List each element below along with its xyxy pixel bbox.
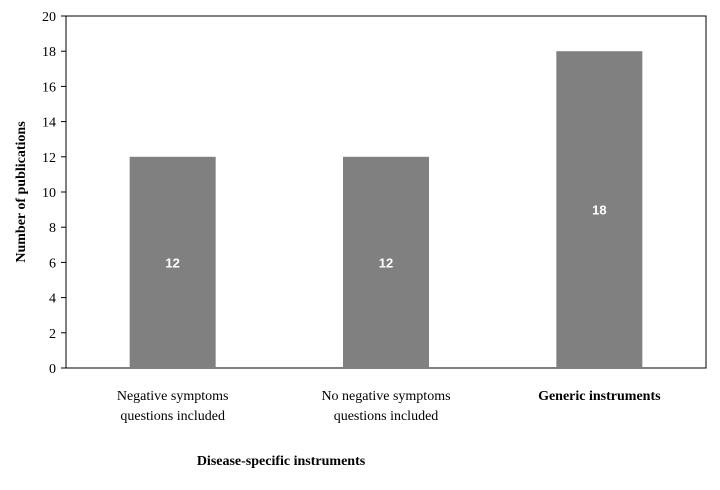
y-tick-label: 6 [49,256,56,271]
bar [129,156,216,368]
bar [556,51,643,368]
x-category-label: Negative symptoms [117,389,229,404]
y-tick-label: 16 [42,80,56,95]
y-tick-label: 18 [42,45,56,60]
bars: 12 12 18 [129,51,643,368]
y-tick-label: 2 [49,327,56,342]
y-tick-label: 10 [42,186,56,201]
group-label: Disease-specific instruments [197,454,366,469]
x-axis-categories: Negative symptoms questions included No ne… [117,389,661,424]
bar-data-label: 12 [165,255,179,270]
bar-data-label: 12 [379,255,393,270]
y-axis-label: Number of publications [14,121,29,263]
y-tick-label: 12 [42,151,56,166]
x-category-label: questions included [334,409,439,424]
y-axis: 0 2 4 6 8 10 12 14 16 18 20 [42,10,66,377]
x-category-label: Generic instruments [538,389,661,404]
x-category-label: questions included [120,409,225,424]
y-tick-label: 20 [42,10,56,25]
bar-data-label: 18 [592,203,606,218]
y-tick-label: 14 [42,116,56,131]
y-tick-label: 4 [49,292,56,307]
x-category-label: No negative symptoms [321,389,450,404]
bar [343,156,429,368]
y-tick-label: 8 [49,221,56,236]
y-tick-label: 0 [49,362,56,377]
